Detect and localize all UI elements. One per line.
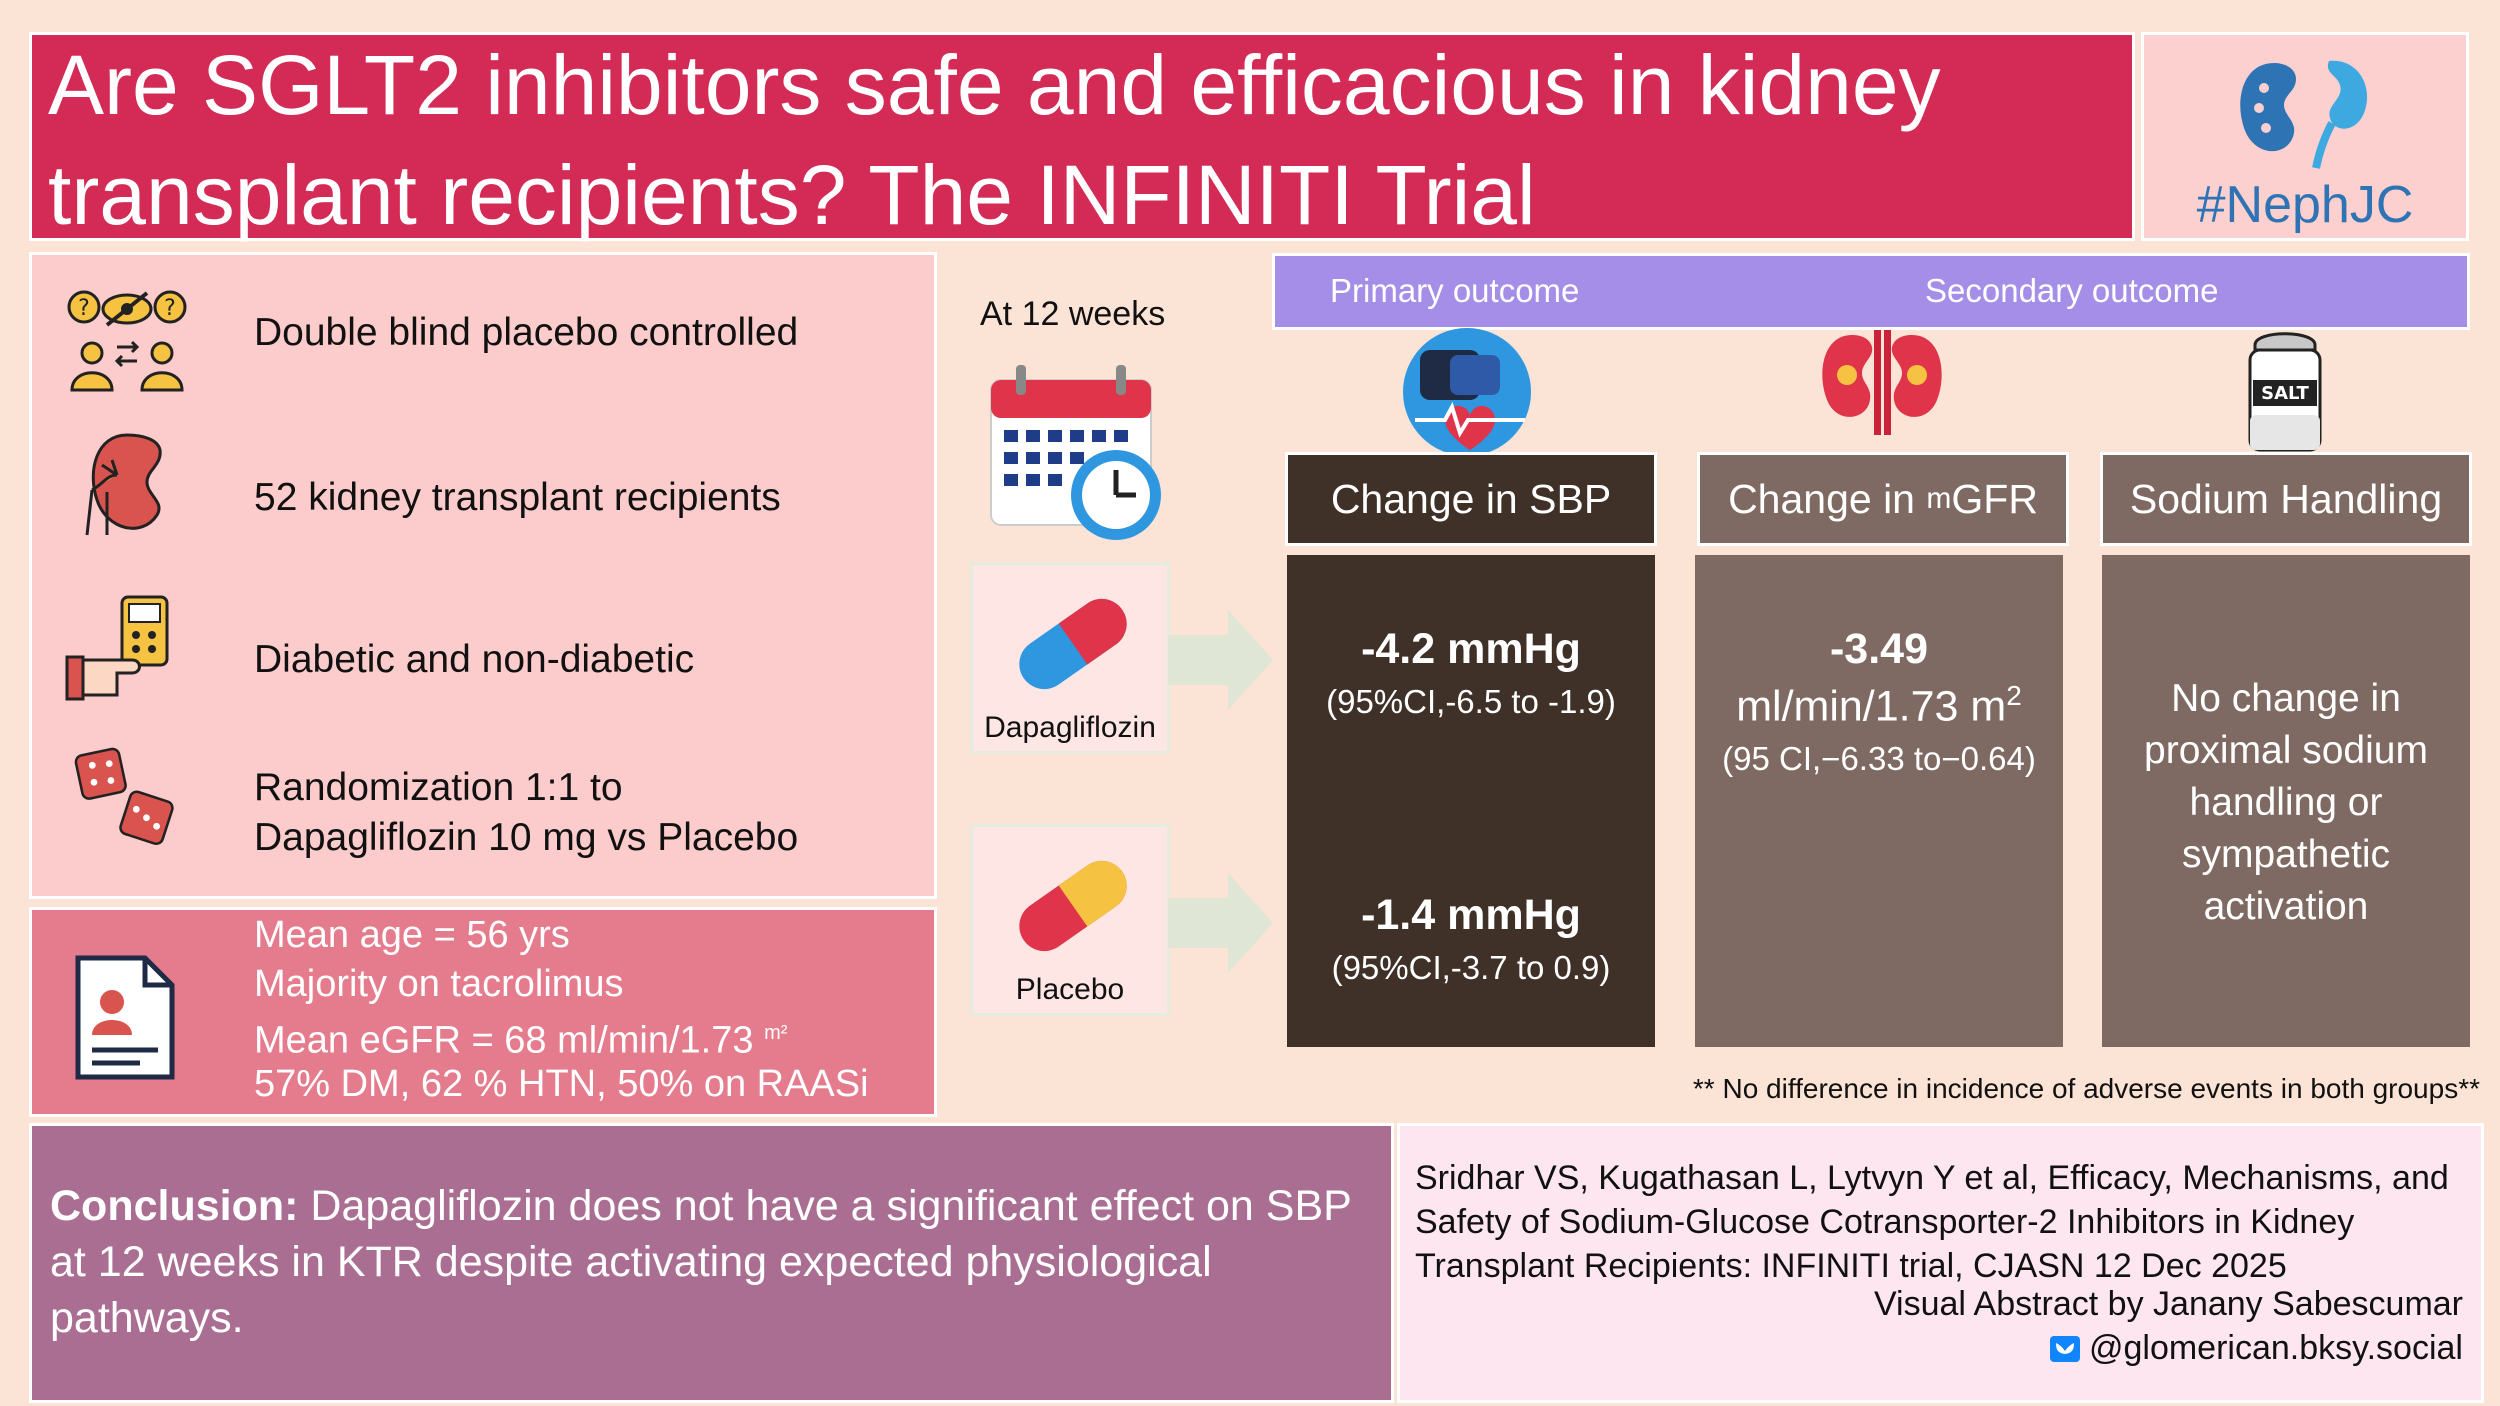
mgfr-title-suffix: GFR <box>1951 475 2038 522</box>
conclusion-body: Dapagliflozin does not have a significan… <box>50 1182 1352 1342</box>
glucometer-icon <box>65 595 169 701</box>
baseline-age: Mean age = 56 yrs <box>254 914 570 956</box>
svg-text:?: ? <box>164 296 176 321</box>
credit-author: Visual Abstract by Janany Sabescumar <box>1873 1285 2463 1323</box>
nephjc-logo: #NephJC <box>2141 32 2469 241</box>
citation-panel: Sridhar VS, Kugathasan L, Lytvyn Y et al… <box>1397 1123 2484 1403</box>
mgfr-ci: (95 CI,−6.33 to−0.64) <box>1722 740 2036 777</box>
conclusion-text: Conclusion: Dapagliflozin does not have … <box>50 1178 1390 1346</box>
sbp-dapa-ci: (95%CI,-6.5 to -1.9) <box>1326 683 1616 720</box>
mgfr-unit-sup: 2 <box>2006 680 2022 711</box>
credit-block: Visual Abstract by Janany Sabescumar @gl… <box>1874 1282 2463 1370</box>
sodium-result-text: No change in proximal sodium handling or… <box>2144 677 2428 928</box>
mgfr-title-small: m <box>1926 482 1952 515</box>
sbp-header: Change in SBP <box>1285 452 1657 546</box>
conclusion-label: Conclusion: <box>50 1182 299 1230</box>
sodium-header: Sodium Handling <box>2100 452 2472 546</box>
baseline-comorbidities: 57% DM, 62 % HTN, 50% on RAASi <box>254 1063 869 1105</box>
design-blinding-text: Double blind placebo controlled <box>254 311 799 354</box>
kidneys-icon <box>1822 330 1942 435</box>
outcome-band: Primary outcome Secondary outcome <box>1272 253 2470 330</box>
sbp-placebo-value: -1.4 mmHg <box>1361 891 1581 939</box>
design-panel: ? ? Double blind placebo controlled 52 k… <box>29 252 937 899</box>
baseline-egfr-unit: m² <box>764 1022 788 1044</box>
baseline-panel: Mean age = 56 yrs Majority on tacrolimus… <box>29 907 937 1117</box>
design-randomization-text: Randomization 1:1 to Dapagliflozin 10 mg… <box>254 763 798 863</box>
blinded-people-icon: ? ? <box>67 290 187 392</box>
logo-text: #NephJC <box>2196 176 2414 234</box>
mgfr-unit: ml/min/1.73 m2 <box>1695 680 2063 731</box>
patient-record-icon <box>75 955 175 1080</box>
baseline-egfr: Mean eGFR = 68 ml/min/1.73 m² <box>254 1008 787 1066</box>
social-handle-text[interactable]: @glomerican.bksy.social <box>2088 1329 2463 1367</box>
calendar-clock-icon <box>990 365 1161 540</box>
mgfr-title-prefix: Change in <box>1728 475 1927 522</box>
blood-pressure-icon <box>1403 328 1531 456</box>
social-handle[interactable]: @glomerican.bksy.social <box>1874 1326 2463 1370</box>
mgfr-unit-text: ml/min/1.73 m <box>1736 682 2007 731</box>
kidney-logo-icon <box>2240 60 2368 169</box>
title-banner <box>29 32 2135 241</box>
placebo-arrow <box>1168 873 1273 973</box>
mgfr-value: -3.49 <box>1829 625 1928 673</box>
baseline-egfr-text: Mean eGFR = 68 ml/min/1.73 <box>254 1019 754 1062</box>
randomization-line-1: Randomization 1:1 to <box>254 766 623 809</box>
svg-text:?: ? <box>78 296 90 321</box>
dice-icon <box>74 747 174 845</box>
baseline-immunosuppression: Majority on tacrolimus <box>254 963 624 1005</box>
placebo-label: Placebo <box>1015 973 1125 1006</box>
sbp-results: -4.2 mmHg (95%CI,-6.5 to -1.9) -1.4 mmHg… <box>1287 555 1655 1047</box>
sbp-dapa-value: -4.2 mmHg <box>1361 625 1581 673</box>
salt-label: SALT <box>2261 383 2309 404</box>
sbp-placebo-ci: (95%CI,-3.7 to 0.9) <box>1331 949 1611 986</box>
design-population-text: Diabetic and non-diabetic <box>254 638 695 681</box>
placebo-arm: Placebo <box>970 824 1170 1016</box>
yellow-pill-icon <box>1019 860 1127 952</box>
design-participants-text: 52 kidney transplant recipients <box>254 476 781 519</box>
timepoint-label: At 12 weeks <box>980 295 1166 333</box>
randomization-line-2: Dapagliflozin 10 mg vs Placebo <box>254 816 799 859</box>
dapagliflozin-label: Dapagliflozin <box>984 711 1156 744</box>
sodium-results: No change in proximal sodium handling or… <box>2102 555 2470 1047</box>
page-title: Are SGLT2 inhibitors safe and efficaciou… <box>48 38 1941 242</box>
conclusion-panel: Conclusion: Dapagliflozin does not have … <box>29 1123 1394 1403</box>
adverse-events-note: ** No difference in incidence of adverse… <box>1692 1073 2480 1104</box>
citation-text: Sridhar VS, Kugathasan L, Lytvyn Y et al… <box>1415 1159 2449 1285</box>
blue-pill-icon <box>1019 598 1127 690</box>
kidney-transplant-icon <box>85 433 162 536</box>
bluesky-icon <box>2049 1336 2080 1362</box>
primary-outcome-label: Primary outcome <box>1330 272 1580 309</box>
salt-shaker-icon: SALT <box>2248 332 2322 452</box>
dapagliflozin-arrow <box>1168 610 1273 710</box>
mgfr-results: -3.49 ml/min/1.73 m2 (95 CI,−6.33 to−0.6… <box>1695 555 2063 1047</box>
dapagliflozin-arm: Dapagliflozin <box>970 562 1170 754</box>
secondary-outcome-label: Secondary outcome <box>1925 272 2219 309</box>
mgfr-header: Change in m GFR <box>1697 452 2069 546</box>
